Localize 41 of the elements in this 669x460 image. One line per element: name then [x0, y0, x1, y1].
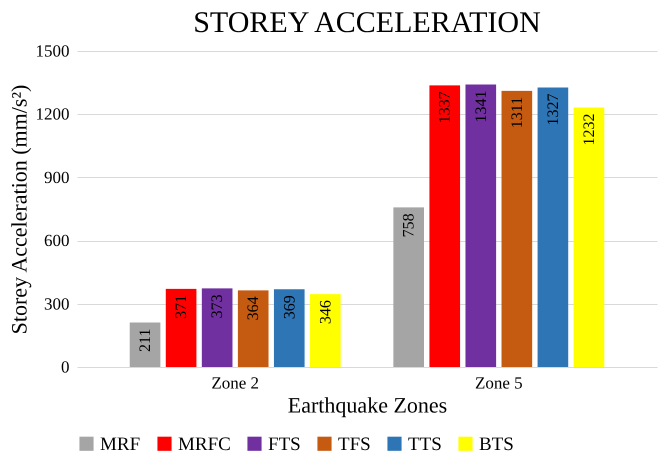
y-tick-label: 1500: [36, 42, 70, 60]
bar: [202, 288, 232, 367]
bar: [465, 84, 496, 367]
x-tick-label: Zone 5: [474, 374, 523, 392]
data-label: 1327: [544, 93, 562, 126]
legend-label: MRFC: [178, 434, 231, 455]
bar: [310, 294, 341, 367]
data-label: 369: [281, 295, 298, 320]
y-tick-label: 600: [44, 231, 70, 250]
data-label: 371: [173, 294, 190, 319]
bar: [538, 87, 568, 367]
bar: [130, 322, 160, 367]
bar: [502, 90, 532, 367]
data-label: 373: [209, 294, 226, 318]
chart-title: STOREY ACCELERATION: [193, 6, 541, 39]
data-label: 1337: [436, 91, 454, 124]
bar: [274, 289, 305, 367]
y-tick-label: 1200: [36, 104, 70, 124]
data-label: 1311: [508, 96, 526, 128]
legend-label: TTS: [408, 434, 442, 455]
data-label: 211: [137, 328, 154, 352]
bar: [393, 207, 424, 367]
bar: [238, 290, 269, 367]
data-label: 1341: [472, 90, 490, 122]
bar: [166, 288, 196, 367]
data-label: 1232: [580, 113, 598, 146]
x-axis-title: Earthquake Zones: [288, 392, 448, 418]
legend-label: BTS: [479, 434, 514, 455]
legend-label: TFS: [338, 434, 371, 455]
y-tick-label: 300: [44, 294, 70, 314]
bar: [574, 107, 604, 367]
y-tick-label: 900: [44, 168, 70, 187]
y-axis-title: Storey Acceleration (mm/s²): [6, 84, 32, 334]
x-tick-label: Zone 2: [211, 374, 260, 392]
data-label: 758: [400, 213, 418, 238]
legend-label: FTS: [268, 434, 301, 455]
legend-label: MRF: [100, 434, 140, 455]
y-tick-label: 0: [61, 358, 70, 376]
data-label: 364: [245, 296, 262, 320]
data-label: 346: [317, 300, 334, 324]
bar: [429, 85, 460, 367]
